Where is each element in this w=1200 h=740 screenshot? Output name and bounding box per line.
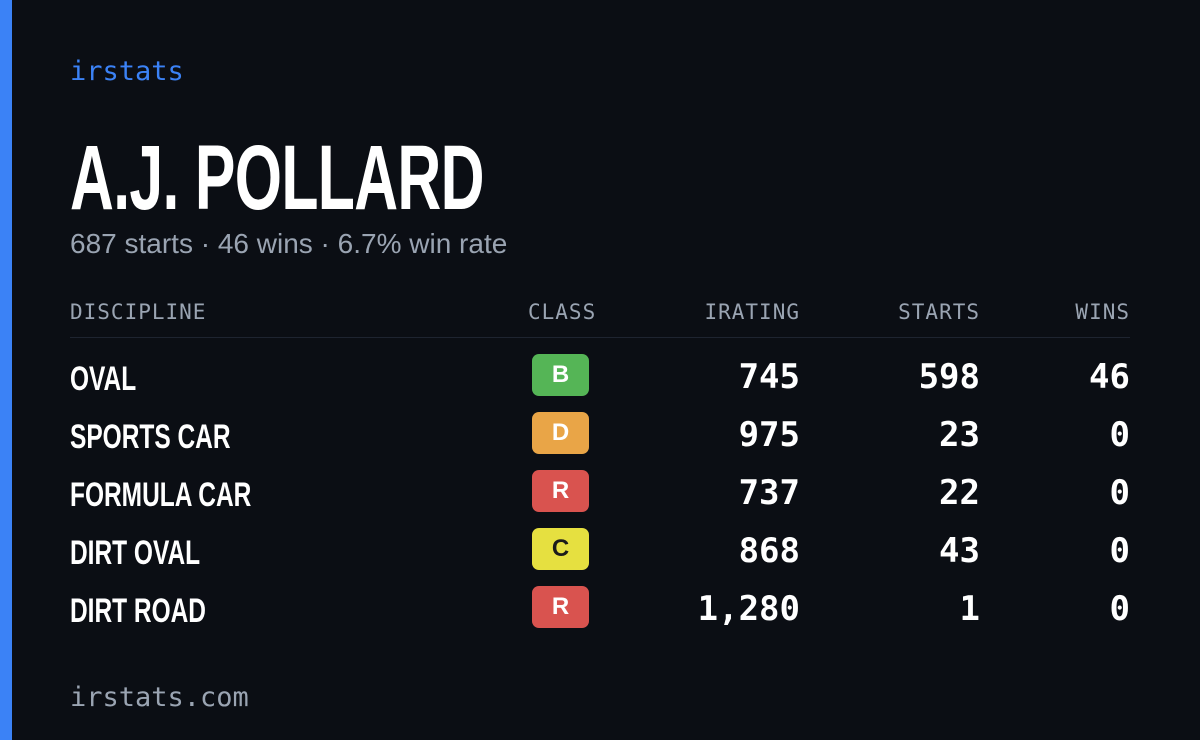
- discipline: DIRT OVAL: [70, 534, 201, 572]
- discipline: SPORTS CAR: [70, 418, 231, 456]
- header-rule: [70, 337, 1130, 338]
- stat-value: 22: [939, 473, 980, 513]
- stat-value: 975: [738, 415, 800, 455]
- column-header: IRATING: [704, 300, 800, 324]
- stat-value: 46: [1089, 357, 1130, 397]
- column-header: WINS: [1075, 300, 1130, 324]
- footer-url: irstats.com: [70, 682, 249, 713]
- stat-value: 598: [918, 357, 980, 397]
- stat-value: 868: [738, 531, 800, 571]
- summary: 687 starts · 46 wins · 6.7% win rate: [70, 228, 508, 259]
- discipline: DIRT ROAD: [70, 592, 207, 630]
- stat-value: 0: [1109, 415, 1130, 455]
- stat-value: 43: [939, 531, 980, 571]
- stat-value: 1: [959, 589, 980, 629]
- accent-bar: [0, 0, 12, 740]
- discipline: OVAL: [70, 360, 137, 398]
- class-badge: D: [532, 412, 589, 454]
- stat-value: 745: [738, 357, 800, 397]
- brand: irstats: [70, 56, 184, 87]
- driver-name: A.J. POLLARD: [70, 127, 484, 229]
- class-badge: C: [532, 528, 589, 570]
- discipline: FORMULA CAR: [70, 476, 252, 514]
- class-badge: R: [532, 470, 589, 512]
- stat-value: 0: [1109, 531, 1130, 571]
- stat-value: 1,280: [697, 589, 800, 629]
- column-header: CLASS: [528, 300, 597, 324]
- class-badge: R: [532, 586, 589, 628]
- column-header: DISCIPLINE: [70, 300, 207, 324]
- stat-value: 737: [738, 473, 800, 513]
- class-badge: B: [532, 354, 589, 396]
- stat-value: 23: [939, 415, 980, 455]
- stat-value: 0: [1109, 589, 1130, 629]
- stat-value: 0: [1109, 473, 1130, 513]
- column-header: STARTS: [898, 300, 980, 324]
